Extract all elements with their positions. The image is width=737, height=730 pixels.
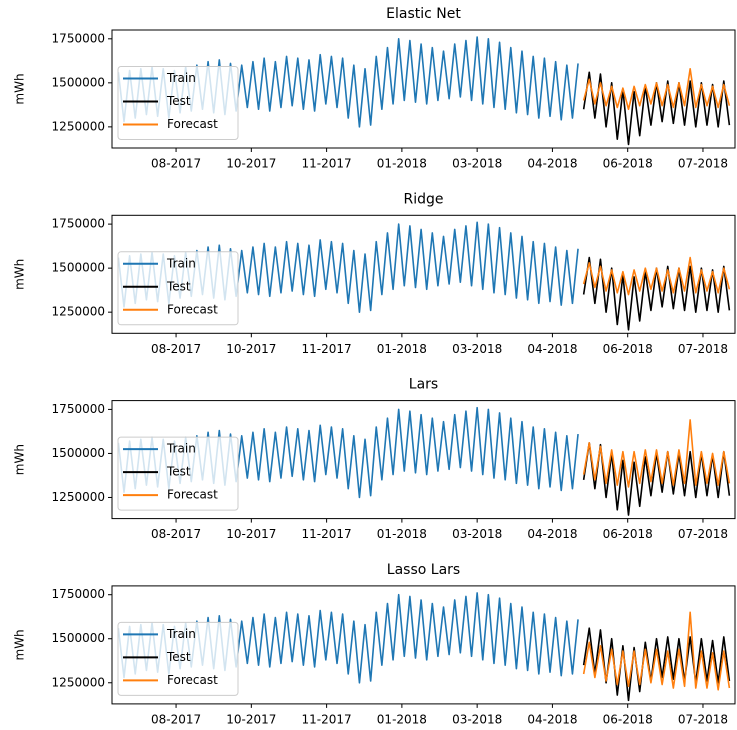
- legend-box: [117, 66, 239, 140]
- x-tick-label: 07-2018: [678, 157, 728, 171]
- legend-label: Forecast: [167, 673, 218, 687]
- x-tick-label: 11-2017: [302, 712, 352, 726]
- legend-label: Forecast: [167, 488, 218, 502]
- series-line: [582, 611, 731, 691]
- y-axis-label: mWh: [13, 259, 27, 290]
- x-tick-label: 04-2018: [527, 527, 577, 541]
- x-tick-label: 06-2018: [603, 527, 653, 541]
- y-tick-label: 1750000: [52, 587, 105, 601]
- subplot: Lasso Lars mWh 1250000 1500000 1750000 08-201…: [13, 562, 736, 726]
- chart-title: Ridge: [403, 191, 443, 207]
- legend-label: Test: [166, 94, 191, 108]
- y-axis-label: mWh: [13, 73, 27, 104]
- legend-label: Forecast: [167, 117, 218, 131]
- legend: Train Test Forecast: [117, 621, 239, 696]
- x-tick-label: 07-2018: [678, 712, 728, 726]
- y-tick-label: 1250000: [52, 675, 105, 689]
- x-tick-label: 01-2018: [377, 527, 427, 541]
- x-tick-label: 03-2018: [452, 527, 502, 541]
- legend-box: [117, 621, 239, 696]
- legend-label: Train: [166, 256, 196, 270]
- x-tick-label: 11-2017: [302, 342, 352, 356]
- x-tick-label: 08-2017: [151, 712, 201, 726]
- legend-label: Test: [166, 465, 191, 479]
- plot-frame: [111, 29, 736, 149]
- x-tick-label: 06-2018: [603, 712, 653, 726]
- x-tick-label: 11-2017: [302, 157, 352, 171]
- x-tick-label: 01-2018: [377, 157, 427, 171]
- y-tick-label: 1750000: [52, 402, 105, 416]
- x-tick-label: 04-2018: [527, 342, 577, 356]
- x-tick-label: 01-2018: [377, 342, 427, 356]
- series-line: [582, 419, 731, 488]
- legend-label: Test: [166, 279, 191, 293]
- legend: Train Test Forecast: [117, 436, 239, 511]
- x-tick-label: 08-2017: [151, 157, 201, 171]
- x-tick-label: 07-2018: [678, 342, 728, 356]
- legend-label: Test: [166, 650, 191, 664]
- x-tick-label: 06-2018: [603, 342, 653, 356]
- y-tick-label: 1500000: [52, 631, 105, 645]
- series-line: [582, 256, 731, 296]
- x-tick-label: 03-2018: [452, 157, 502, 171]
- x-tick-label: 04-2018: [527, 157, 577, 171]
- x-tick-label: 08-2017: [151, 342, 201, 356]
- legend: Train Test Forecast: [117, 251, 239, 326]
- plot-frame: [111, 585, 736, 705]
- legend-box: [117, 251, 239, 326]
- chart-title: Lars: [409, 377, 438, 393]
- y-axis-label: mWh: [13, 629, 27, 660]
- x-tick-label: 01-2018: [377, 712, 427, 726]
- x-tick-label: 10-2017: [226, 342, 276, 356]
- subplot: Elastic Net mWh 1250000 1500000 1750000 08-20…: [13, 6, 736, 171]
- legend: Train Test Forecast: [117, 66, 239, 140]
- x-tick-label: 06-2018: [603, 157, 653, 171]
- legend-label: Train: [166, 627, 196, 641]
- y-tick-label: 1250000: [52, 305, 105, 319]
- x-tick-label: 10-2017: [226, 712, 276, 726]
- y-tick-label: 1500000: [52, 75, 105, 89]
- x-tick-label: 11-2017: [302, 527, 352, 541]
- plot-frame: [111, 400, 736, 520]
- subplot: Lars mWh 1250000 1500000 1750000 08-2017 10-20…: [13, 377, 736, 541]
- x-tick-label: 04-2018: [527, 712, 577, 726]
- plot-frame: [111, 214, 736, 334]
- y-tick-label: 1250000: [52, 119, 105, 133]
- x-tick-label: 07-2018: [678, 527, 728, 541]
- chart-title: Lasso Lars: [387, 562, 460, 578]
- x-tick-label: 10-2017: [226, 157, 276, 171]
- x-tick-label: 03-2018: [452, 342, 502, 356]
- y-tick-label: 1750000: [52, 31, 105, 45]
- y-axis-label: mWh: [13, 444, 27, 475]
- y-tick-label: 1250000: [52, 490, 105, 504]
- legend-label: Forecast: [167, 302, 218, 316]
- legend-label: Train: [166, 442, 196, 456]
- y-tick-label: 1500000: [52, 261, 105, 275]
- series-line: [582, 67, 731, 111]
- y-tick-label: 1750000: [52, 217, 105, 231]
- subplot: Ridge mWh 1250000 1500000 1750000 08-2017 10-2…: [13, 191, 736, 356]
- legend-label: Train: [166, 71, 196, 85]
- legend-box: [117, 436, 239, 511]
- series-line: [582, 627, 731, 702]
- chart-title: Elastic Net: [386, 6, 461, 22]
- x-tick-label: 03-2018: [452, 712, 502, 726]
- y-tick-label: 1500000: [52, 446, 105, 460]
- x-tick-label: 10-2017: [226, 527, 276, 541]
- x-tick-label: 08-2017: [151, 527, 201, 541]
